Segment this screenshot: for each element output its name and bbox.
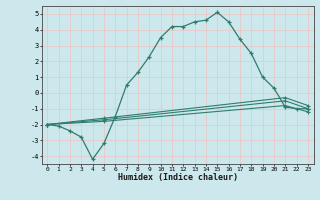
X-axis label: Humidex (Indice chaleur): Humidex (Indice chaleur) bbox=[118, 173, 237, 182]
